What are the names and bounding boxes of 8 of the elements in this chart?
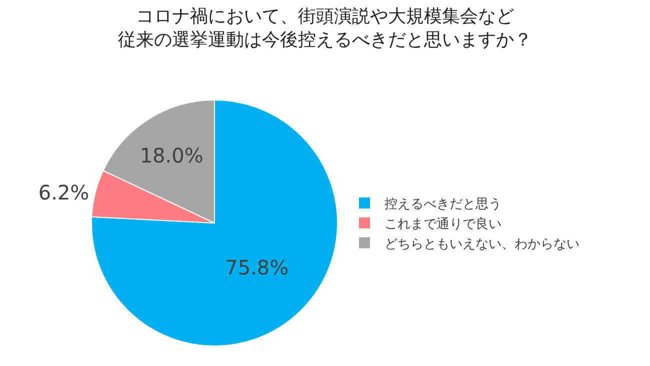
data-label: 75.8% xyxy=(225,256,289,280)
chart-title: コロナ禍において、街頭演説や大規模集会など従来の選挙運動は今後控えるべきだと思いますか？ xyxy=(118,6,532,50)
data-label: 18.0% xyxy=(140,143,204,168)
legend-label: どちらともいえない、わからない xyxy=(384,236,580,252)
data-label: 6.2% xyxy=(38,180,90,204)
pie-slice xyxy=(91,100,338,346)
legend-label: これまで通りで良い xyxy=(384,216,502,232)
legend-label: 控えるべきだと思う xyxy=(384,197,502,212)
